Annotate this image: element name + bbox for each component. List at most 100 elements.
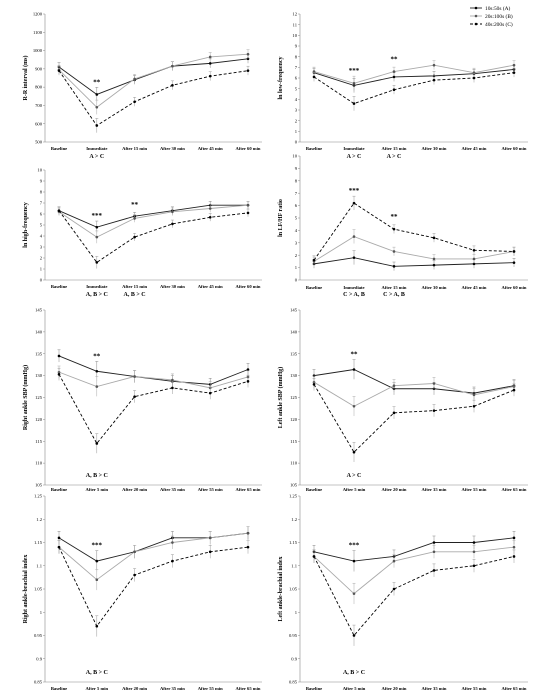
significance-stars: ** [391, 55, 399, 63]
y-tick-label: 4 [295, 228, 298, 233]
y-tick-label: 2 [295, 118, 298, 123]
legend-label: 20s:100s (B) [485, 13, 513, 20]
data-point [392, 411, 396, 415]
significance-stars: ** [131, 201, 139, 209]
y-tick-label: 9 [295, 44, 298, 49]
x-tick-label: After 15 min [382, 285, 407, 290]
annotation-label: A, B > C [86, 670, 108, 676]
significance-stars: *** [92, 212, 103, 220]
y-tick-label: 0.95 [289, 633, 298, 638]
series-2 [312, 540, 516, 605]
chart-panel-5: 105 110 115 120 125 130 135 140 145 Baseline After… [22, 308, 262, 492]
y-tick-label: 10 [37, 168, 42, 173]
series-1 [312, 359, 516, 400]
data-point [95, 235, 99, 239]
series-3 [312, 549, 516, 646]
y-tick-label: 120 [35, 417, 43, 422]
y-axis-label: ln LF/HF ratio [278, 199, 284, 237]
x-tick-label: After 55 min [198, 686, 223, 690]
x-tick-label: After 30 min [160, 284, 185, 289]
data-point [512, 71, 516, 74]
data-point [392, 75, 396, 79]
series-2 [312, 375, 516, 417]
x-tick-label: After 20 min [122, 686, 147, 690]
series-2 [57, 526, 250, 591]
data-point [246, 69, 250, 72]
y-tick-label: 115 [290, 439, 297, 444]
y-tick-label: 6 [295, 203, 298, 208]
data-point [171, 222, 174, 226]
data-point [432, 382, 436, 385]
data-point [95, 385, 99, 388]
data-point [208, 74, 212, 78]
data-point [208, 391, 212, 395]
data-point [512, 545, 516, 549]
data-point [312, 258, 316, 262]
data-point [352, 235, 356, 238]
data-point [133, 100, 136, 104]
y-tick-label: 1 [40, 267, 43, 272]
legend-label: 40s:200s (C) [485, 21, 513, 28]
data-point [432, 263, 436, 267]
series-line [58, 371, 249, 389]
y-tick-label: 140 [35, 329, 43, 334]
data-point [312, 75, 316, 79]
series-line [58, 374, 249, 445]
y-axis-label: Right ankle SBP (mmHg) [22, 365, 29, 430]
data-point [472, 262, 476, 266]
x-tick-label: After 60 min [236, 146, 261, 151]
data-point [171, 378, 174, 382]
data-point [472, 404, 476, 408]
data-point [352, 404, 356, 408]
series-line [313, 69, 515, 86]
y-tick-label: 3 [295, 240, 298, 245]
x-tick-label: After 5 min [85, 686, 108, 690]
y-tick-label: 105 [290, 483, 298, 488]
y-tick-label: 130 [290, 373, 298, 378]
series-line [313, 64, 515, 84]
y-tick-label: 9 [295, 166, 298, 171]
series-line [58, 58, 249, 95]
series-3 [312, 67, 516, 111]
data-point [246, 380, 250, 383]
y-tick-label: 135 [290, 351, 298, 356]
x-tick-label: After 30 min [422, 146, 447, 151]
y-tick-label: 1 [40, 610, 43, 615]
data-point [95, 624, 99, 628]
series-line [313, 537, 515, 562]
data-point [208, 62, 212, 65]
y-tick-label: 1.15 [289, 540, 298, 545]
annotation-label: A > C [387, 154, 402, 160]
y-tick-label: 5 [295, 216, 298, 221]
significance-stars: ** [93, 352, 101, 360]
data-point [246, 368, 250, 371]
x-tick-label: After 20 min [382, 487, 407, 492]
series-1 [312, 531, 516, 572]
x-tick-label: After 60 min [236, 284, 261, 289]
y-tick-label: 0 [295, 140, 298, 145]
x-tick-label: After 45 min [198, 284, 223, 289]
data-point [133, 217, 136, 220]
significance-stars: *** [92, 542, 103, 550]
legend-marker [474, 6, 478, 10]
series-line [313, 384, 515, 453]
y-tick-label: 4 [295, 97, 298, 102]
data-point [133, 395, 136, 398]
y-tick-label: 1.1 [36, 563, 42, 568]
x-tick-label: After 5 min [85, 487, 108, 492]
series-3 [57, 367, 250, 454]
data-point [57, 69, 61, 72]
data-point [352, 559, 356, 563]
y-tick-label: 125 [290, 395, 298, 400]
series-2 [312, 229, 516, 266]
y-tick-label: 0.85 [289, 680, 298, 685]
y-tick-label: 115 [35, 439, 42, 444]
data-point [472, 248, 476, 252]
series-line [313, 556, 515, 637]
y-tick-label: 105 [35, 483, 43, 488]
y-tick-label: 1.05 [289, 587, 298, 592]
y-tick-label: 1100 [33, 30, 43, 35]
series-line [313, 381, 515, 407]
